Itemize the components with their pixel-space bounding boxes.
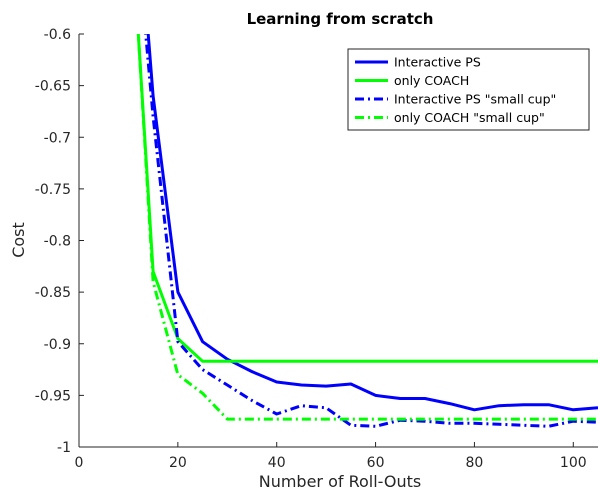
x-tick-label: 40 bbox=[268, 455, 286, 471]
y-tick-label: -0.8 bbox=[44, 234, 71, 250]
axes: 0 20 40 60 80 100 -1 -0.95 -0.9 -0.85 -0.8 -0.75 -0.… bbox=[35, 27, 598, 471]
x-tick-label: 80 bbox=[466, 455, 484, 471]
y-tick-label: -0.85 bbox=[35, 285, 71, 301]
y-tick-label: -0.9 bbox=[44, 337, 71, 353]
x-tick-label: 0 bbox=[75, 455, 84, 471]
series-line-4 bbox=[136, 34, 598, 421]
y-tick-label: -0.95 bbox=[35, 388, 71, 404]
legend-label-3: Interactive PS "small cup" bbox=[394, 92, 556, 107]
legend-box bbox=[347, 48, 590, 131]
x-axis-label: Number of Roll-Outs bbox=[259, 472, 422, 491]
y-tick-label: -1 bbox=[57, 440, 71, 456]
x-tick-label: 100 bbox=[560, 455, 587, 471]
series-line-3 bbox=[144, 34, 598, 428]
x-tick-label: 60 bbox=[367, 455, 385, 471]
y-axis-label: Cost bbox=[9, 222, 28, 258]
y-tick-label: -0.75 bbox=[35, 182, 71, 198]
legend-label-1: Interactive PS bbox=[394, 55, 481, 70]
legend-label-4: only COACH "small cup" bbox=[394, 110, 545, 125]
chart-title: Learning from scratch bbox=[247, 10, 434, 28]
y-tick-label: -0.6 bbox=[44, 27, 71, 43]
y-tick-label: -0.7 bbox=[44, 130, 71, 146]
series-layer bbox=[136, 34, 598, 428]
x-tick-label: 20 bbox=[169, 455, 187, 471]
series-line-2 bbox=[136, 34, 598, 363]
y-tick-label: -0.65 bbox=[35, 79, 71, 95]
legend: Interactive PS only COACH Interactive PS "… bbox=[347, 48, 590, 131]
series-line-1 bbox=[146, 34, 598, 412]
legend-label-2: only COACH bbox=[394, 73, 469, 88]
